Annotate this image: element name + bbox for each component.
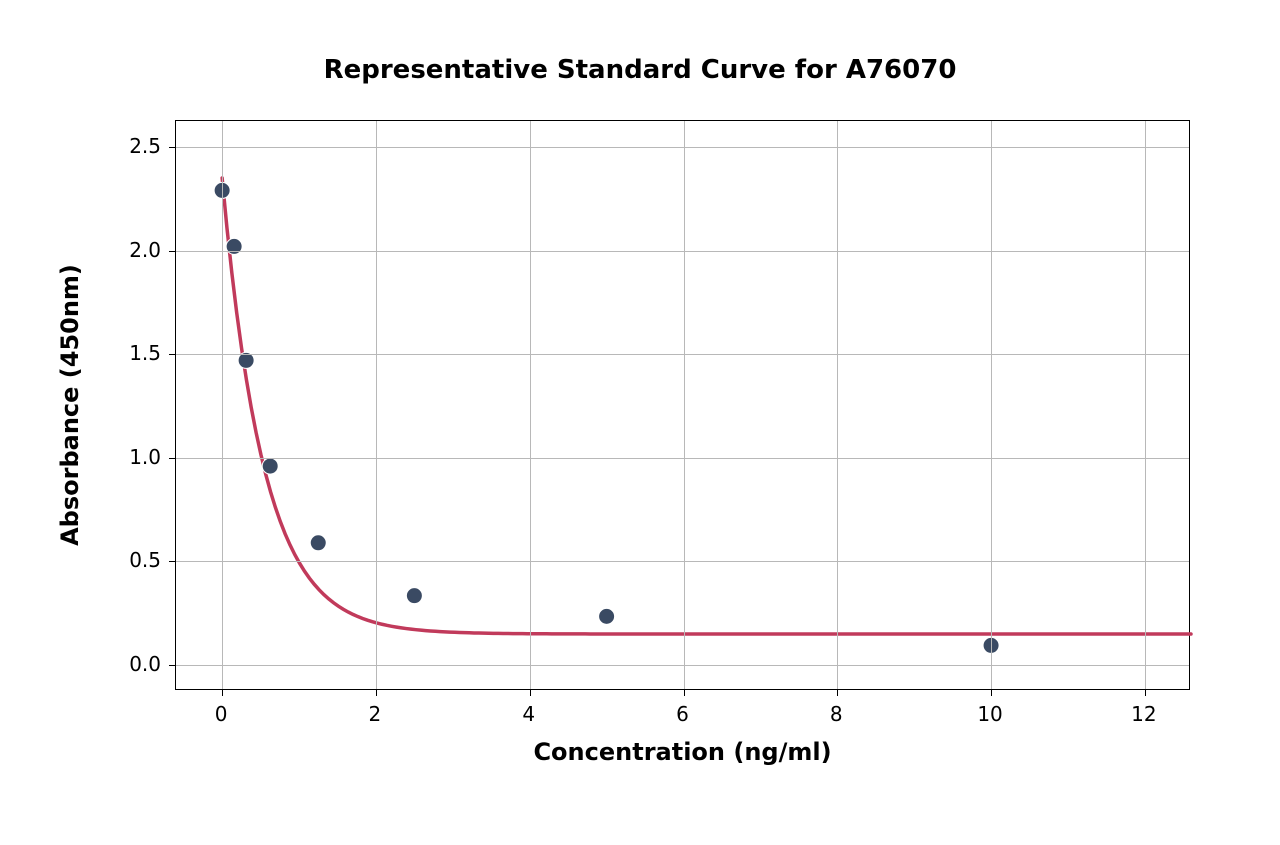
x-tick-label: 12	[1131, 702, 1156, 726]
data-point	[262, 458, 278, 474]
y-tick-label: 0.5	[129, 548, 161, 572]
y-tick-label: 1.5	[129, 341, 161, 365]
y-tick-label: 0.0	[129, 652, 161, 676]
x-axis-label: Concentration (ng/ml)	[533, 738, 831, 766]
x-tick-label: 10	[977, 702, 1002, 726]
x-tick-mark	[837, 689, 838, 696]
gridline-horizontal	[176, 665, 1189, 666]
gridline-vertical	[837, 121, 838, 689]
x-tick-mark	[530, 689, 531, 696]
chart-title: Representative Standard Curve for A76070	[0, 55, 1280, 85]
y-tick-label: 2.5	[129, 134, 161, 158]
gridline-vertical	[1145, 121, 1146, 689]
plot-area	[175, 120, 1190, 690]
x-tick-mark	[991, 689, 992, 696]
x-tick-label: 0	[215, 702, 228, 726]
x-tick-mark	[1145, 689, 1146, 696]
y-tick-mark	[169, 354, 176, 355]
data-point	[599, 608, 615, 624]
y-tick-mark	[169, 458, 176, 459]
y-tick-mark	[169, 665, 176, 666]
x-tick-mark	[222, 689, 223, 696]
x-tick-label: 4	[522, 702, 535, 726]
gridline-horizontal	[176, 561, 1189, 562]
gridline-horizontal	[176, 458, 1189, 459]
gridline-horizontal	[176, 251, 1189, 252]
y-tick-label: 1.0	[129, 445, 161, 469]
gridline-horizontal	[176, 354, 1189, 355]
gridline-vertical	[530, 121, 531, 689]
data-point	[406, 588, 422, 604]
chart-container: Representative Standard Curve for A76070…	[0, 0, 1280, 845]
x-tick-mark	[684, 689, 685, 696]
data-point	[310, 535, 326, 551]
x-tick-mark	[376, 689, 377, 696]
x-tick-label: 8	[830, 702, 843, 726]
fitted-curve	[222, 178, 1191, 634]
gridline-vertical	[376, 121, 377, 689]
gridline-vertical	[991, 121, 992, 689]
y-tick-mark	[169, 251, 176, 252]
gridline-vertical	[684, 121, 685, 689]
data-point	[226, 238, 242, 254]
y-tick-mark	[169, 561, 176, 562]
y-tick-label: 2.0	[129, 238, 161, 262]
x-tick-label: 6	[676, 702, 689, 726]
gridline-vertical	[222, 121, 223, 689]
y-axis-label: Absorbance (450nm)	[56, 264, 84, 546]
y-tick-mark	[169, 147, 176, 148]
x-tick-label: 2	[369, 702, 382, 726]
gridline-horizontal	[176, 147, 1189, 148]
